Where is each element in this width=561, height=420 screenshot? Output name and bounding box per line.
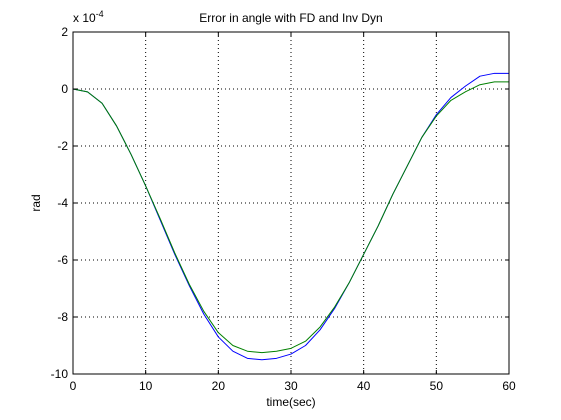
series-group	[72, 72, 509, 361]
y-tick-label: -6	[57, 253, 68, 267]
x-tick-label: 0	[70, 379, 77, 393]
y-axis-label: rad	[29, 194, 43, 211]
y-tick-label: 0	[61, 82, 68, 96]
y-tick-label: -4	[57, 196, 68, 210]
y-multiplier-exponent: -4	[96, 9, 104, 19]
y-tick-label: -10	[51, 367, 69, 381]
y-multiplier-base: x 10	[73, 11, 96, 25]
chart-title: Error in angle with FD and Inv Dyn	[199, 11, 382, 25]
x-tick-label: 40	[357, 379, 371, 393]
plot-area	[73, 32, 509, 374]
x-tick-label: 20	[212, 379, 226, 393]
x-tick-label: 60	[502, 379, 516, 393]
tick-labels: 0 10 20 30 40 50 60 -10 -8 -6 -4 -2 0 2	[51, 25, 516, 393]
x-axis-label: time(sec)	[266, 395, 315, 409]
y-tick-label: -8	[57, 310, 68, 324]
y-tick-label: -2	[57, 139, 68, 153]
x-tick-label: 50	[430, 379, 444, 393]
x-tick-label: 30	[284, 379, 298, 393]
y-tick-label: 2	[61, 25, 68, 39]
x-tick-label: 10	[139, 379, 153, 393]
series-line-2	[72, 81, 509, 354]
y-axis-multiplier: x 10-4	[73, 9, 104, 25]
grid	[73, 32, 509, 374]
ticks	[72, 31, 510, 375]
